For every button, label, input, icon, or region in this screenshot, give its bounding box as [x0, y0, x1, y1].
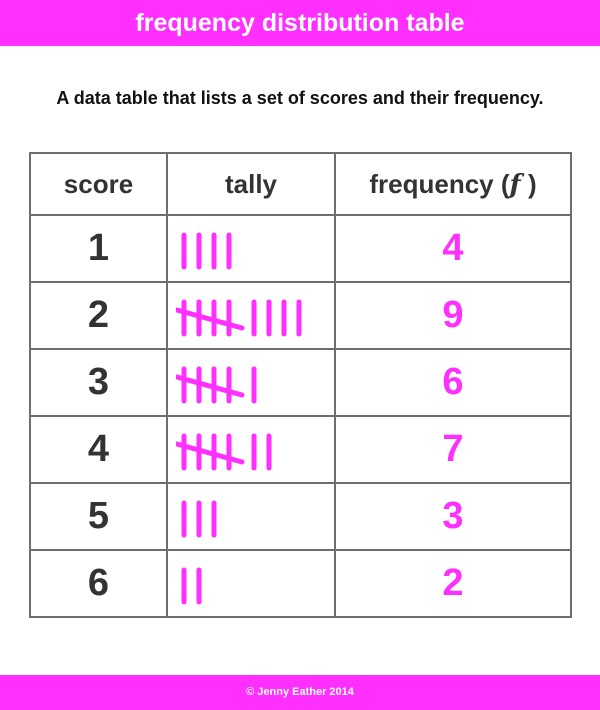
frequency-cell: 3 — [334, 482, 572, 551]
tally-cell — [166, 415, 336, 484]
table-row: 4 7 — [29, 415, 572, 484]
column-header-score: score — [29, 152, 168, 216]
frequency-cell: 2 — [334, 549, 572, 618]
score-cell: 3 — [29, 348, 168, 417]
frequency-symbol: ƒ — [509, 169, 521, 200]
tally-svg — [176, 366, 257, 403]
column-header-frequency: frequency (ƒ ) — [334, 152, 572, 216]
tally-cell — [166, 348, 336, 417]
tally-svg — [176, 299, 302, 336]
score-cell: 5 — [29, 482, 168, 551]
tally-cell — [166, 482, 336, 551]
page-subtitle: A data table that lists a set of scores … — [56, 88, 544, 108]
tally-cell — [166, 549, 336, 618]
score-cell: 4 — [29, 415, 168, 484]
table-row: 5 3 — [29, 482, 572, 551]
frequency-header-label: frequency ( — [369, 168, 510, 199]
frequency-cell: 7 — [334, 415, 572, 484]
tally-marks — [176, 558, 326, 610]
tally-svg — [176, 433, 272, 470]
tally-slash — [176, 374, 245, 397]
table-row: 3 6 — [29, 348, 572, 417]
footer-bar: © Jenny Eather 2014 — [0, 675, 600, 710]
table-row: 6 2 — [29, 549, 572, 618]
frequency-cell: 9 — [334, 281, 572, 350]
tally-cell — [166, 214, 336, 283]
tally-svg — [181, 567, 202, 604]
tally-cell — [166, 281, 336, 350]
tally-svg — [181, 500, 217, 537]
column-header-tally: tally — [166, 152, 336, 216]
score-cell: 6 — [29, 549, 168, 618]
score-cell: 1 — [29, 214, 168, 283]
tally-marks — [176, 424, 326, 476]
score-cell: 2 — [29, 281, 168, 350]
frequency-cell: 4 — [334, 214, 572, 283]
frequency-table: score tally frequency (ƒ ) 1 4 2 9 3 6 4… — [29, 152, 572, 618]
tally-slash — [176, 307, 245, 330]
frequency-header-close: ) — [527, 168, 537, 199]
tally-marks — [176, 357, 326, 409]
tally-marks — [176, 491, 326, 543]
tally-marks — [176, 290, 326, 342]
table-row: 2 9 — [29, 281, 572, 350]
table-row: 1 4 — [29, 214, 572, 283]
copyright-text: © Jenny Eather 2014 — [246, 686, 354, 698]
page-title-banner: frequency distribution table — [0, 0, 600, 46]
page-title: frequency distribution table — [135, 9, 465, 37]
tally-slash — [176, 441, 245, 464]
table-header-row: score tally frequency (ƒ ) — [29, 152, 572, 216]
frequency-cell: 6 — [334, 348, 572, 417]
tally-marks — [176, 223, 326, 275]
tally-svg — [181, 232, 232, 269]
